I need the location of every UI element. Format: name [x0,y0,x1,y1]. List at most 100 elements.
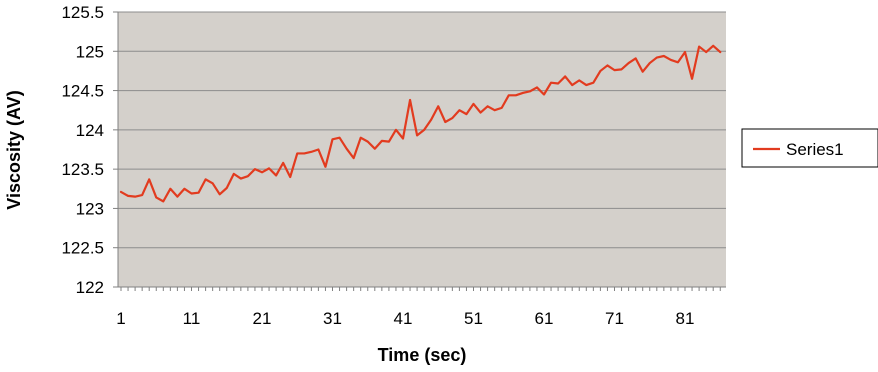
data-point [550,82,552,84]
data-point [620,68,623,70]
x-tick-label: 11 [183,309,201,328]
data-point [190,192,193,195]
data-point [451,117,453,119]
data-point [543,93,545,96]
data-point [670,59,672,61]
y-tick-label: 124.5 [61,82,104,101]
data-point [212,182,214,184]
data-point [346,148,348,150]
data-point [487,105,489,107]
x-tick-label: 1 [116,309,125,328]
data-point [289,176,291,178]
data-point [205,178,207,180]
data-point [296,152,298,155]
x-tick-label: 21 [253,309,272,328]
x-tick-label: 41 [394,309,413,328]
data-point [268,167,270,169]
plot-area [118,12,726,287]
data-point [416,134,418,136]
data-point [663,55,665,57]
data-point [141,194,143,196]
data-point [247,175,249,177]
data-point [479,111,482,114]
data-point [472,103,475,105]
data-point [360,137,362,139]
data-point [197,192,200,194]
data-point [303,152,305,155]
data-point [508,94,510,96]
data-point [592,82,594,84]
y-tick-label: 125.5 [61,3,104,22]
y-axis-label: Viscosity (AV) [4,90,24,209]
data-point [712,45,714,47]
data-point [536,86,538,89]
data-point [402,137,404,140]
data-point [613,69,616,71]
data-point [155,196,157,199]
data-point [599,70,602,72]
y-tick-label: 124 [76,121,104,140]
data-point [233,173,235,175]
data-point [338,137,341,139]
data-point [176,196,178,198]
data-point [557,82,559,85]
data-point [169,188,171,190]
series-layer [119,44,722,203]
data-point [649,62,651,64]
x-tick-labels: 1 11 21 31 41 51 61 71 81 [116,309,694,328]
x-tick-label: 61 [535,309,554,328]
data-point [317,148,319,151]
legend: Series1 [741,128,878,168]
data-point [261,171,263,173]
data-point [656,56,658,59]
data-point [430,119,432,121]
y-tick-label: 123.5 [61,160,104,179]
data-point [331,138,334,140]
x-tick-label: 81 [676,309,695,328]
data-point [381,140,383,142]
y-tick-label: 125 [76,42,104,61]
data-point [388,141,390,143]
x-axis-label: Time (sec) [378,345,467,365]
data-point [148,178,150,180]
data-point [684,51,686,53]
data-point [275,174,277,177]
legend-label-series1: Series1 [786,140,844,159]
data-point [564,75,566,78]
data-point [522,92,524,94]
series-line-1 [119,44,722,203]
data-point [578,79,580,81]
data-point [698,45,700,48]
data-point [374,148,376,150]
y-tick-labels: 122 122.5 123 123.5 124 124.5 125 125.5 [61,3,104,297]
data-point [310,151,312,153]
data-point [529,90,531,92]
data-point [409,99,411,101]
data-point [162,200,164,202]
data-point [691,78,693,80]
data-point [437,105,439,107]
data-point [324,166,327,168]
data-point [423,129,425,131]
data-point [183,188,186,190]
data-point [395,129,397,131]
data-point [240,177,242,180]
data-point [127,195,129,197]
data-point [719,51,721,53]
data-point [134,196,136,198]
data-point [458,109,460,111]
x-tick-label: 51 [464,309,483,328]
data-point [677,61,679,63]
y-tick-label: 122 [76,278,104,297]
y-tick-label: 122.5 [61,239,104,258]
data-point [254,168,256,170]
x-tick-label: 71 [605,309,624,328]
data-point [219,193,221,195]
x-tick-label: 31 [323,309,342,328]
y-tick-label: 123 [76,199,104,218]
data-point [465,113,468,115]
data-point [353,157,355,159]
data-point [642,71,644,73]
